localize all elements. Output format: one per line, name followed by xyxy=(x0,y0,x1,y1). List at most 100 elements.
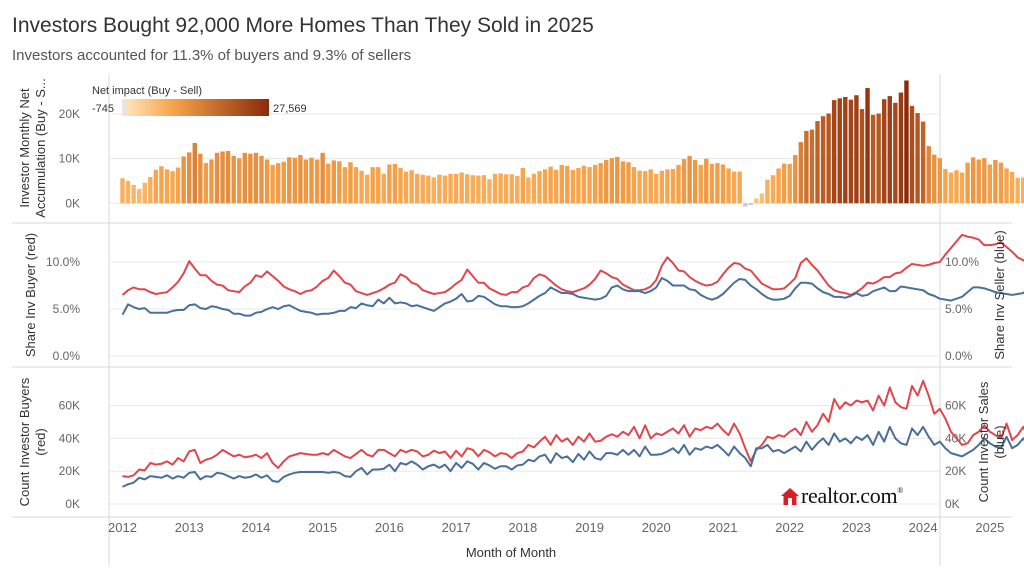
bar xyxy=(893,102,898,204)
bar xyxy=(932,154,937,204)
buyer-series-line xyxy=(122,379,1024,478)
bar xyxy=(298,155,303,204)
bar xyxy=(604,159,609,204)
bar xyxy=(359,170,364,204)
bar xyxy=(531,173,537,204)
x-axis-title: Month of Month xyxy=(466,545,556,560)
bar xyxy=(187,152,192,204)
bar xyxy=(125,180,131,204)
bar xyxy=(659,170,665,204)
bar xyxy=(737,171,742,204)
bar xyxy=(326,163,331,204)
bar xyxy=(337,161,342,204)
bar xyxy=(287,157,292,204)
bar xyxy=(131,184,136,204)
bar xyxy=(698,164,703,204)
bar xyxy=(687,155,692,204)
bar xyxy=(209,159,214,204)
bar xyxy=(498,173,503,204)
x-tick-label: 2012 xyxy=(108,520,137,535)
bar xyxy=(409,170,414,204)
x-tick-label: 2016 xyxy=(375,520,404,535)
bar xyxy=(465,174,470,204)
bar xyxy=(804,130,809,204)
bar xyxy=(720,164,726,204)
bar xyxy=(876,113,881,204)
bar xyxy=(437,174,442,204)
bar xyxy=(670,168,676,204)
bar xyxy=(309,157,314,204)
bar xyxy=(754,198,759,204)
bar xyxy=(1004,168,1009,204)
bar xyxy=(920,121,926,204)
bar xyxy=(748,203,753,206)
bar xyxy=(837,98,842,204)
bar xyxy=(370,167,375,204)
house-icon xyxy=(781,487,799,505)
y-tick-label: 60K xyxy=(59,399,80,413)
x-tick-label: 2014 xyxy=(241,520,270,535)
seller-series-line xyxy=(121,277,1024,317)
y-axis-title: Accumulation (Buy - S... xyxy=(33,78,48,217)
bar xyxy=(565,165,570,204)
bar xyxy=(948,172,954,204)
bar xyxy=(526,177,531,204)
bar xyxy=(214,152,220,204)
bar xyxy=(665,169,670,204)
x-tick-label: 2021 xyxy=(709,520,738,535)
bar xyxy=(937,158,943,204)
bar xyxy=(503,174,509,204)
y-tick-label: 0K xyxy=(65,196,80,210)
bar xyxy=(170,171,175,204)
bar xyxy=(587,167,592,204)
bar xyxy=(776,168,781,204)
bar xyxy=(859,109,865,204)
brand-mark: ® xyxy=(897,486,904,495)
bar xyxy=(142,182,147,204)
y2-tick-label: 0.0% xyxy=(945,349,973,363)
bar xyxy=(331,160,336,204)
y2-axis-title: Share Inv Seller (blue) xyxy=(992,230,1007,359)
bar xyxy=(815,121,820,204)
bar xyxy=(192,143,197,204)
bar xyxy=(153,169,159,204)
bar xyxy=(559,164,564,204)
bar xyxy=(954,170,959,204)
bar xyxy=(681,159,687,204)
bar xyxy=(414,173,420,204)
bar xyxy=(275,163,281,204)
bar xyxy=(982,158,987,204)
bar xyxy=(181,156,186,204)
bar xyxy=(648,169,653,204)
bar xyxy=(765,179,770,204)
y2-axis-title: (blue) xyxy=(992,425,1007,458)
bar xyxy=(826,113,831,204)
bar xyxy=(120,178,125,204)
bar xyxy=(314,159,320,204)
bar xyxy=(426,175,431,204)
x-tick-label: 2015 xyxy=(308,520,337,535)
bar xyxy=(198,153,203,204)
bar xyxy=(492,173,498,204)
bar xyxy=(231,155,236,204)
bar xyxy=(654,173,659,204)
x-tick-label: 2025 xyxy=(975,520,1004,535)
bar xyxy=(242,152,248,204)
seller-series-line xyxy=(122,425,1024,488)
y-tick-label: 10K xyxy=(59,152,80,166)
bar xyxy=(965,162,970,204)
chart-subtitle: Investors accounted for 11.3% of buyers … xyxy=(12,47,412,64)
y2-tick-label: 5.0% xyxy=(945,302,973,316)
bar xyxy=(1009,172,1015,204)
bar xyxy=(793,155,798,204)
bar xyxy=(542,169,548,204)
bar xyxy=(364,174,370,204)
y-axis-title: Count Investor Buyers xyxy=(17,377,32,506)
y-tick-label: 5.0% xyxy=(53,302,81,316)
legend-title: Net impact (Buy - Sell) xyxy=(92,85,202,97)
bar xyxy=(615,156,620,204)
legend-min-label: -745 xyxy=(92,103,114,115)
bar xyxy=(704,158,709,204)
x-tick-label: 2023 xyxy=(842,520,871,535)
